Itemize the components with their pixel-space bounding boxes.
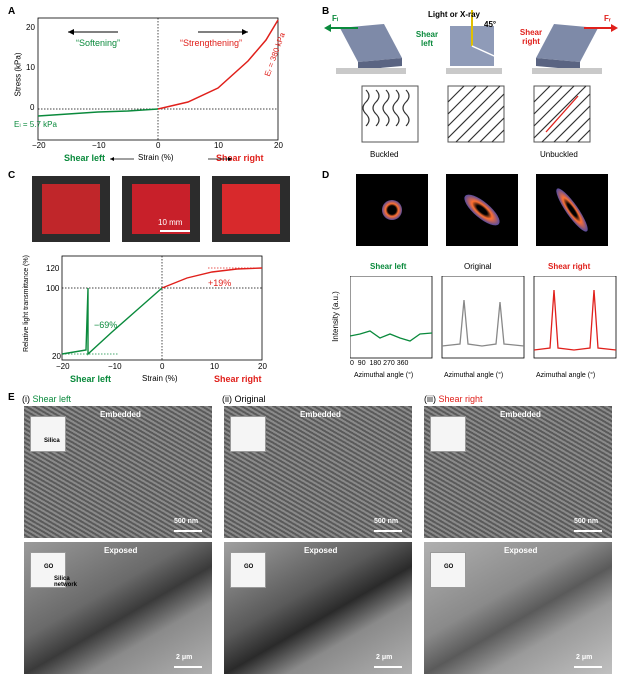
panel-c-ytick-5: 120	[46, 264, 60, 273]
sem-embedded-middle: Embedded 500 nm	[224, 406, 412, 538]
panel-b-shear-left: Shear left	[415, 30, 439, 48]
sem-exposed-left: Exposed GO Silica network 2 μm	[24, 542, 212, 674]
panel-d-xlabel-1: Azimuthal angle (°)	[354, 372, 414, 379]
panel-c-xtick-1: −20	[56, 362, 70, 371]
panel-a-softening: “Softening”	[76, 38, 121, 48]
panel-c-curve-green	[61, 287, 163, 356]
panel-d-xray-middle	[446, 174, 518, 246]
inset-e-i	[30, 416, 66, 452]
inset-e-i-exposed	[30, 552, 66, 588]
panel-a-ytick-0: 0	[30, 103, 35, 112]
panel-b-unbuckled: Unbuckled	[540, 150, 578, 159]
panel-a-xtick-4: 10	[214, 141, 223, 150]
sem-exposed-right: Exposed GO 2 μm	[424, 542, 612, 674]
panel-c-photo-middle	[122, 176, 200, 242]
panel-label-e: E	[8, 392, 15, 403]
panel-b-angle: 45°	[484, 20, 497, 29]
panel-c-xtick-3: 0	[160, 362, 165, 371]
panel-a-xlabel: Strain (%)	[138, 153, 174, 162]
panel-c-scale: 10 mm	[158, 218, 183, 227]
panel-a-chart	[37, 17, 279, 141]
panel-d-curve-right	[533, 289, 617, 351]
panel-b-diagram	[324, 10, 618, 143]
panel-b-light: Light or X-ray	[428, 10, 481, 19]
panel-c-xtick-5: 20	[258, 362, 267, 371]
panel-label-c: C	[8, 170, 16, 181]
panel-d-xlabel-3: Azimuthal angle (°)	[536, 372, 596, 379]
panel-c-ytick-4: 100	[46, 284, 60, 293]
panel-d-chart	[350, 276, 617, 359]
panel-c-ytick-0: 20	[52, 352, 61, 361]
panel-b-fl: Fₗ	[332, 14, 339, 23]
panel-a-xtick-2: −10	[92, 141, 106, 150]
panel-d-shear-right: Shear right	[548, 262, 591, 271]
panel-a-shear-left: Shear left	[64, 153, 106, 163]
panel-b-buckled: Buckled	[370, 150, 399, 159]
panel-a-ylabel: Stress (kPa)	[13, 52, 23, 97]
panel-c-curve-red	[161, 267, 263, 289]
sem-exposed-middle: Exposed GO 2 μm	[224, 542, 412, 674]
panel-e-ii: (ii) Original	[222, 394, 266, 404]
panel-b-shear-right: Shear right	[519, 28, 543, 46]
panel-c-minus69: −69%	[94, 320, 118, 330]
inset-e-ii-exposed	[230, 552, 266, 588]
panel-c-xlabel: Strain (%)	[142, 374, 178, 383]
panel-a-xtick-5: 20	[274, 141, 283, 150]
panel-label-a: A	[8, 6, 16, 17]
panel-d-curve-original	[441, 299, 525, 347]
panel-c-xtick-2: −10	[108, 362, 122, 371]
panel-d-xticks-1: 0 90 180 270 360	[350, 360, 409, 367]
panel-d-shear-left: Shear left	[370, 262, 407, 271]
panel-c-shear-right: Shear right	[214, 374, 262, 384]
panel-c-ylabel: Relative light transmittance (%)	[22, 255, 30, 352]
panel-c-photo-right	[212, 176, 290, 242]
panel-d-xray-left	[356, 174, 428, 246]
panel-c-scalebar	[160, 230, 190, 232]
panel-c-plus19: +19%	[208, 278, 232, 288]
panel-a-curve-right	[157, 19, 279, 110]
panel-a-curve-left	[37, 108, 159, 117]
inset-e-ii	[230, 416, 266, 452]
panel-d-xray-right	[536, 174, 608, 246]
inset-e-iii-exposed	[430, 552, 466, 588]
panel-e-iii: (iii) Shear right	[424, 394, 483, 404]
panel-a-el: Eₗ = 5.7 kPa	[14, 120, 57, 129]
unbuckled-square	[533, 85, 591, 143]
panel-label-b: B	[322, 6, 330, 17]
panel-a-shear-right: Shear right	[216, 153, 264, 163]
panel-a-xtick-1: −20	[32, 141, 46, 150]
original-square	[447, 85, 505, 143]
panel-e-i: (i) Shear left	[22, 394, 72, 404]
sem-embedded-left: Embedded Silica 500 nm	[24, 406, 212, 538]
inset-e-iii	[430, 416, 466, 452]
panel-c-shear-left: Shear left	[70, 374, 112, 384]
panel-d-xlabel-2: Azimuthal angle (°)	[444, 372, 504, 379]
sem-embedded-right: Embedded 500 nm	[424, 406, 612, 538]
panel-d-ylabel: Intensity (a.u.)	[330, 291, 340, 342]
panel-a-xtick-3: 0	[156, 141, 161, 150]
panel-d-curve-left	[350, 330, 433, 342]
panel-b-fr: Fᵣ	[604, 14, 611, 23]
panel-label-d: D	[322, 170, 330, 181]
panel-a-ytick-20: 20	[26, 23, 35, 32]
panel-d-original: Original	[464, 262, 492, 271]
panel-c-xtick-4: 10	[210, 362, 219, 371]
panel-c-photo-left	[32, 176, 110, 242]
buckled-square	[361, 85, 419, 143]
panel-c-chart	[61, 255, 263, 361]
panel-a-ytick-10: 10	[26, 63, 35, 72]
panel-a-strengthening: “Strengthening”	[180, 38, 243, 48]
